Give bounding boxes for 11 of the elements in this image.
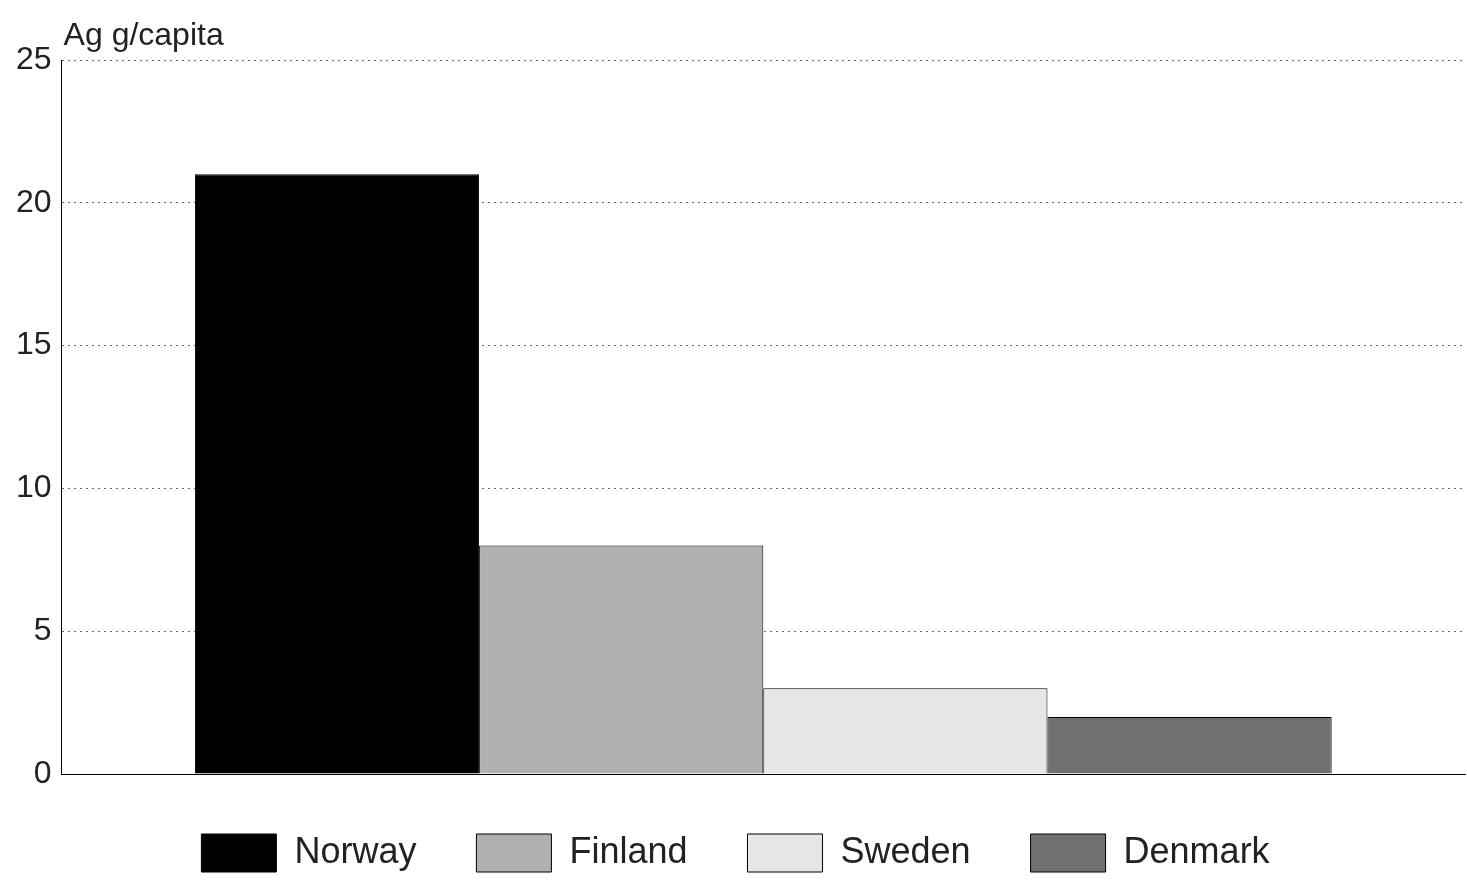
y-tick-label: 5: [33, 611, 52, 648]
y-tick-label: 25: [16, 39, 52, 76]
legend-label: Sweden: [840, 829, 971, 871]
y-tick-label: 0: [33, 753, 52, 790]
y-tick-label: 20: [16, 182, 52, 219]
legend-label: Finland: [569, 829, 688, 871]
y-tick-label: 15: [16, 325, 52, 362]
legend-label: Denmark: [1123, 829, 1271, 871]
legend-label: Norway: [294, 829, 417, 871]
y-axis-title: Ag g/capita: [63, 15, 224, 52]
y-tick-label: 10: [16, 468, 52, 505]
